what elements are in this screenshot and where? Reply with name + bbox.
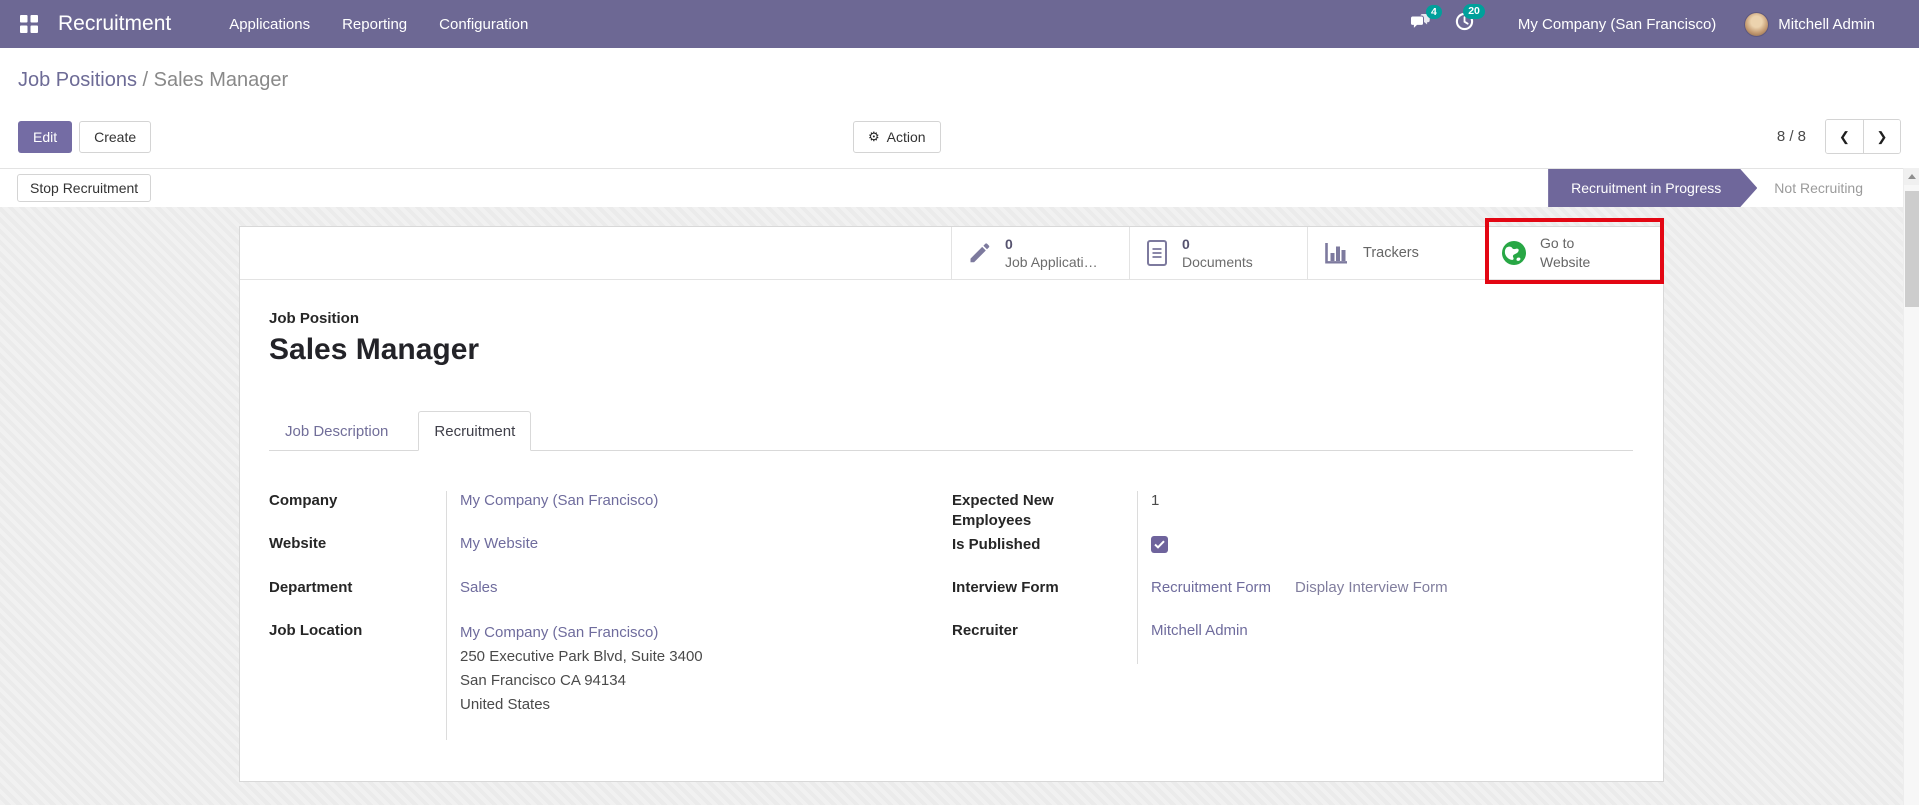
department-value[interactable]: Sales (460, 578, 498, 596)
job-location-address-line1: 250 Executive Park Blvd, Suite 3400 (460, 647, 703, 665)
breadcrumb: Job Positions / Sales Manager (18, 69, 288, 91)
action-button-label: Action (886, 128, 926, 145)
state-recruitment-in-progress[interactable]: Recruitment in Progress (1548, 169, 1757, 207)
job-position-label: Job Position (269, 310, 359, 327)
nav-item-reporting[interactable]: Reporting (342, 15, 408, 33)
recruiter-label: Recruiter (952, 622, 1018, 639)
breadcrumb-job-positions[interactable]: Job Positions (18, 69, 137, 91)
is-published-checkbox (1151, 535, 1168, 553)
globe-icon (1501, 240, 1527, 266)
statusbar: Stop Recruitment Recruitment in Progress… (0, 169, 1919, 207)
activities-badge: 20 (1463, 4, 1485, 19)
tab-recruitment[interactable]: Recruitment (418, 411, 532, 451)
scrollbar-up-button[interactable] (1904, 168, 1919, 185)
documents-label: Documents (1182, 254, 1253, 270)
user-menu[interactable]: Mitchell Admin (1778, 15, 1875, 33)
state-not-recruiting[interactable]: Not Recruiting (1774, 180, 1863, 196)
pager-previous-button[interactable]: ❮ (1826, 120, 1863, 153)
activities-menu[interactable]: 20 (1455, 4, 1485, 36)
tab-job-description[interactable]: Job Description (285, 423, 389, 440)
recruiter-value[interactable]: Mitchell Admin (1151, 622, 1248, 639)
messages-badge: 4 (1426, 4, 1442, 19)
gear-icon: ⚙ (868, 128, 880, 144)
create-button[interactable]: Create (79, 120, 152, 153)
interview-form-label: Interview Form (952, 578, 1059, 596)
job-applications-label: Job Applications (1005, 254, 1102, 270)
action-button[interactable]: ⚙ Action (853, 120, 941, 153)
breadcrumb-row: Job Positions / Sales Manager (0, 48, 1919, 105)
is-published-label: Is Published (952, 535, 1041, 553)
documents-button[interactable]: 0 Documents (1129, 227, 1307, 279)
button-box: 0 Job Applications 0 Documents (240, 218, 1664, 284)
pencil-icon (967, 241, 992, 265)
company-label: Company (269, 492, 338, 509)
field-groups: Company My Company (San Francisco) Websi… (269, 491, 1633, 740)
scroll-up-arrow-icon (1907, 174, 1916, 179)
expected-new-employees-label: Expected New Employees (952, 492, 1054, 530)
notebook-tabs: Job Description Recruitment (269, 411, 1633, 451)
messages-menu[interactable]: 4 (1409, 4, 1442, 36)
page-title: Sales Manager (269, 333, 480, 366)
avatar[interactable] (1744, 11, 1770, 37)
breadcrumb-current: Sales Manager (153, 69, 289, 91)
interview-form-value[interactable]: Recruitment Form (1151, 578, 1272, 596)
company-switcher[interactable]: My Company (San Francisco) (1517, 15, 1717, 33)
breadcrumb-separator: / (136, 69, 154, 91)
job-applications-button[interactable]: 0 Job Applications (951, 227, 1129, 279)
go-to-website-button[interactable]: Go to Website (1485, 218, 1664, 284)
edit-button[interactable]: Edit (18, 120, 73, 153)
documents-count: 0 (1182, 235, 1190, 252)
company-value[interactable]: My Company (San Francisco) (460, 492, 659, 509)
job-location-value[interactable]: My Company (San Francisco) (460, 623, 659, 641)
control-panel: Edit Create ⚙ Action 8 / 8 ❮ ❯ (0, 105, 1919, 168)
display-interview-form-button[interactable]: Display Interview Form (1295, 578, 1448, 596)
trackers-label: Trackers (1363, 245, 1419, 261)
horizontal-divider (0, 168, 1919, 169)
trackers-button[interactable]: Trackers (1307, 227, 1485, 279)
website-value[interactable]: My Website (460, 535, 539, 553)
scrollbar-thumb[interactable] (1905, 191, 1919, 307)
document-icon (1145, 239, 1169, 267)
job-location-address-line2: San Francisco CA 94134 (460, 671, 626, 689)
website-label: Website (269, 535, 327, 553)
apps-grid-icon[interactable] (20, 15, 38, 33)
job-applications-count: 0 (1005, 235, 1013, 252)
department-label: Department (269, 578, 353, 596)
form-sheet: 0 Job Applications 0 Documents (239, 218, 1664, 782)
expected-new-employees-value: 1 (1137, 491, 1632, 535)
stop-recruitment-button[interactable]: Stop Recruitment (17, 174, 152, 202)
field-group-left: Company My Company (San Francisco) Websi… (269, 491, 952, 740)
sheet-body: Job Position Sales Manager Job Descripti… (240, 280, 1663, 740)
top-nav-bar: Recruitment Applications Reporting Confi… (0, 0, 1919, 48)
field-group-right: Expected New Employees 1 Is Published In… (952, 491, 1632, 740)
nav-right-group: 4 20 My Company (San Francisco) Mitchell… (1398, 4, 1875, 37)
nav-item-configuration[interactable]: Configuration (439, 15, 529, 33)
job-location-address-line3: United States (460, 695, 551, 713)
nav-item-applications[interactable]: Applications (229, 15, 311, 33)
pager-value[interactable]: 8 / 8 (1776, 128, 1806, 145)
vertical-scrollbar[interactable] (1903, 168, 1919, 805)
go-to-website-label: Go to Website (1540, 235, 1591, 270)
bar-chart-icon (1323, 241, 1350, 266)
app-brand[interactable]: Recruitment (58, 12, 172, 35)
pager-next-button[interactable]: ❯ (1863, 120, 1900, 153)
check-icon (1154, 539, 1165, 549)
job-location-label: Job Location (269, 621, 363, 639)
content-area: 0 Job Applications 0 Documents (0, 207, 1919, 805)
statusbar-states: Recruitment in Progress Not Recruiting (1548, 169, 1875, 207)
pager: 8 / 8 ❮ ❯ (1777, 119, 1901, 154)
